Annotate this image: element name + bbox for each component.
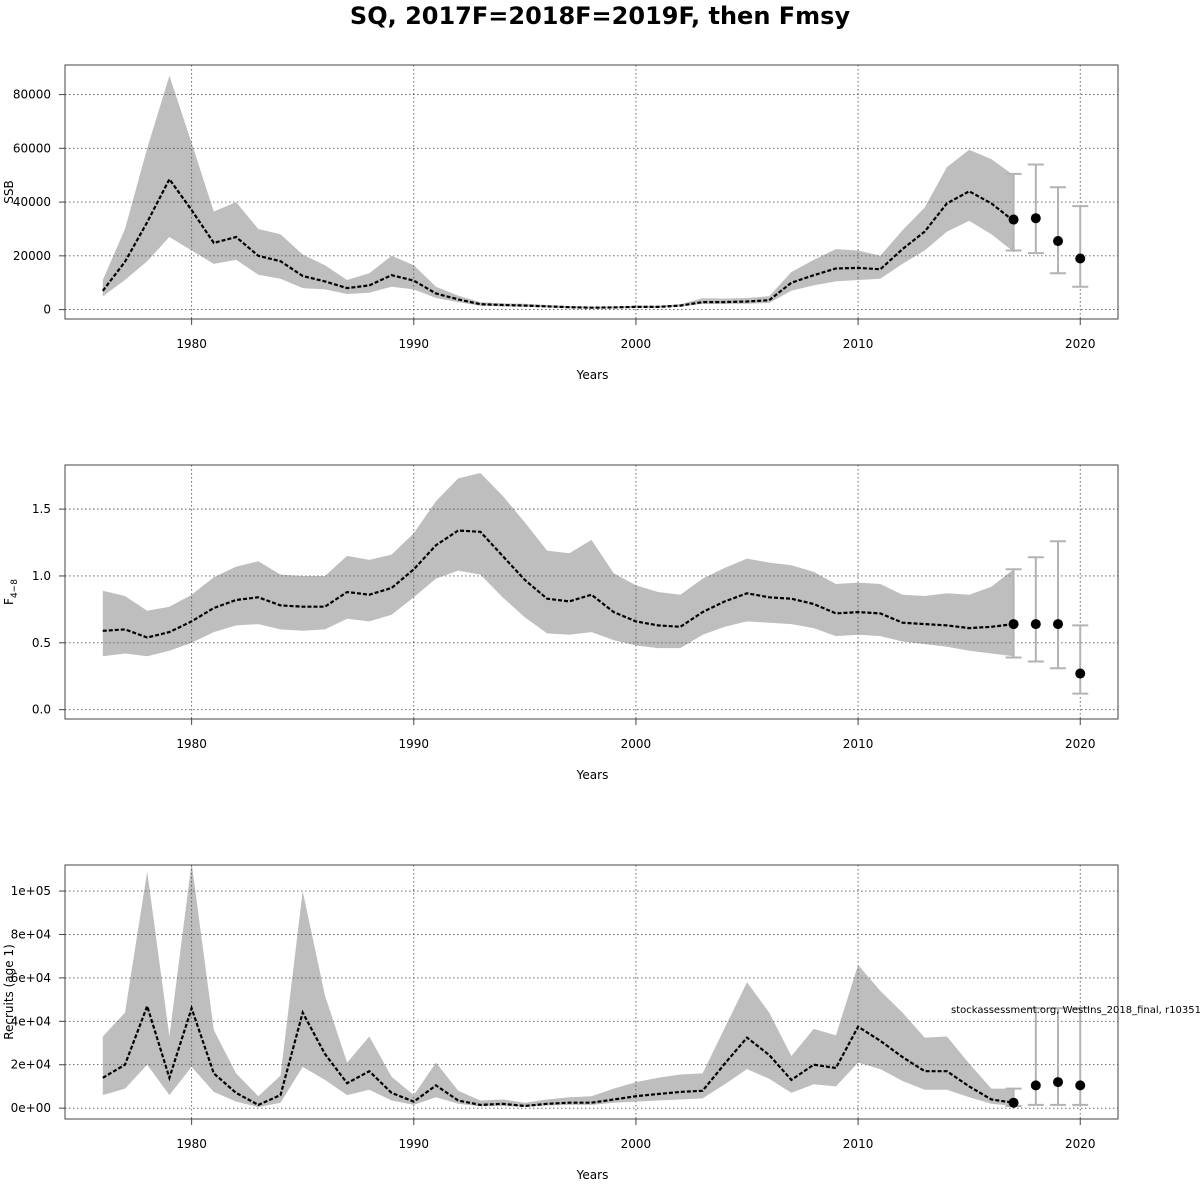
y-axis-label: F4−8 xyxy=(2,579,20,605)
plot-frame xyxy=(64,864,1119,1120)
confidence-band xyxy=(102,473,1014,657)
forecast-point xyxy=(1075,668,1086,679)
panel-fishing-mortality: 1980 1990 2000 2010 2020 0.0 0.5 1.0 1.5 Years F4−… xyxy=(2,464,1119,782)
plot-frame xyxy=(64,464,1119,720)
y-tick-label: 0e+00 xyxy=(11,1101,51,1115)
estimate-line xyxy=(102,1002,1014,1108)
panel-ssb: 1980 1990 2000 2010 2020 0 20000 40000 60000 8000… xyxy=(2,64,1119,382)
forecast-point xyxy=(1053,1077,1064,1088)
y-axis-label-subscript: 4−8 xyxy=(10,579,20,598)
x-tick-label: 2000 xyxy=(621,337,652,351)
y-tick-label: 4e+04 xyxy=(11,1014,51,1028)
forecast-point xyxy=(1008,619,1019,630)
x-tick-label: 2020 xyxy=(1065,1137,1096,1151)
forecast-point xyxy=(1030,619,1041,630)
y-tick-label: 8e+04 xyxy=(11,927,51,941)
confidence-band xyxy=(102,75,1014,309)
x-axis-label: Years xyxy=(576,1168,609,1182)
forecast-point xyxy=(1030,1080,1041,1091)
y-tick-label: 0.5 xyxy=(32,636,51,650)
x-tick-label: 2010 xyxy=(843,737,874,751)
x-axis-label: Years xyxy=(576,368,609,382)
x-tick-label: 1980 xyxy=(176,337,207,351)
x-tick-label: 2000 xyxy=(621,1137,652,1151)
y-tick-label: 80000 xyxy=(13,88,51,102)
main-title: SQ, 2017F=2018F=2019F, then Fmsy xyxy=(350,2,851,30)
forecast-point xyxy=(1008,1097,1019,1108)
panel-recruits: 1980 1990 2000 2010 2020 0e+00 2e+04 4e+04 6e+04… xyxy=(2,862,1119,1182)
forecast-point xyxy=(1053,236,1064,247)
x-axis-label: Years xyxy=(576,768,609,782)
y-tick-label: 2e+04 xyxy=(11,1058,51,1072)
y-tick-label: 0.0 xyxy=(32,703,51,717)
forecast-point xyxy=(1008,214,1019,225)
x-tick-label: 1990 xyxy=(399,337,430,351)
x-tick-label: 2010 xyxy=(843,337,874,351)
y-tick-label: 6e+04 xyxy=(11,971,51,985)
plot-frame xyxy=(64,64,1119,320)
y-tick-label: 1.0 xyxy=(32,569,51,583)
estimate-line xyxy=(102,529,1014,639)
x-tick-label: 1980 xyxy=(176,737,207,751)
y-axis-label: SSB xyxy=(2,180,16,203)
y-tick-label: 1e+05 xyxy=(11,884,51,898)
x-tick-label: 2020 xyxy=(1065,737,1096,751)
estimate-line xyxy=(101,177,1015,309)
y-tick-label: 40000 xyxy=(13,195,51,209)
forecast-point xyxy=(1030,213,1041,224)
y-tick-label: 1.5 xyxy=(32,502,51,516)
forecast-point xyxy=(1053,619,1064,630)
y-tick-label: 60000 xyxy=(13,141,51,155)
confidence-band xyxy=(102,862,1014,1108)
credit-text: stockassessment.org, WestIns_2018_final,… xyxy=(951,1005,1200,1016)
forecast-point xyxy=(1075,1080,1086,1091)
x-tick-label: 1990 xyxy=(399,737,430,751)
x-tick-label: 2010 xyxy=(843,1137,874,1151)
y-tick-label: 0 xyxy=(43,303,51,317)
forecast-point xyxy=(1075,253,1086,264)
y-axis-label: Recruits (age 1) xyxy=(2,944,16,1040)
y-tick-label: 20000 xyxy=(13,249,51,263)
x-tick-label: 1980 xyxy=(176,1137,207,1151)
x-tick-label: 1990 xyxy=(399,1137,430,1151)
x-tick-label: 2020 xyxy=(1065,337,1096,351)
x-tick-label: 2000 xyxy=(621,737,652,751)
